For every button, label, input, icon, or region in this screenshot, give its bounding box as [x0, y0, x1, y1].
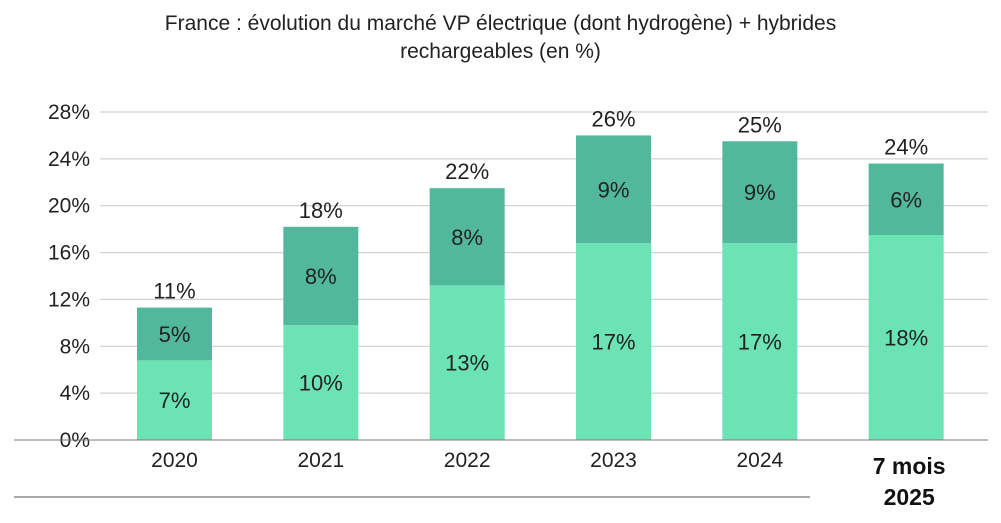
chart-title: France : évolution du marché VP électriq… [0, 10, 1001, 66]
bar-segment [722, 141, 798, 244]
bar-total-label: 26% [591, 106, 635, 131]
x-tick-label: 7 mois 2025 [873, 453, 946, 510]
bar-segment [137, 360, 212, 440]
segment-value-label: 6% [890, 187, 922, 212]
bar-total-label: 22% [445, 159, 489, 184]
x-tick-label: 2020 [151, 449, 198, 472]
segment-value-label: 13% [445, 351, 489, 376]
bars: 7% 5% 11% 10% 8% 18% 13% 8% 22% 17% 9% 26% 17% 9% 25% 1… [137, 106, 944, 440]
segment-value-label: 17% [591, 330, 635, 355]
bar-segment [576, 135, 651, 244]
y-tick-label: 12% [48, 288, 90, 311]
chart-title-line-2: rechargeables (en %) [400, 40, 601, 63]
segment-value-label: 5% [159, 322, 191, 347]
segment-value-label: 17% [738, 330, 782, 355]
bar-segment [429, 285, 505, 440]
gridlines [100, 111, 988, 394]
segment-value-label: 7% [159, 388, 191, 413]
y-tick-label: 20% [48, 195, 90, 218]
x-tick-label: 2024 [736, 449, 783, 472]
bar-segment [868, 163, 944, 235]
y-tick-label: 4% [60, 382, 90, 405]
bar-segment [429, 188, 505, 286]
bar-total-label: 11% [153, 279, 195, 304]
bar-total-label: 25% [738, 112, 782, 137]
segment-value-label: 9% [598, 177, 630, 202]
bar-total-label: 18% [299, 198, 343, 223]
segment-value-label: 8% [305, 264, 337, 289]
y-tick-label: 28% [48, 101, 90, 124]
bar-segment [137, 307, 212, 361]
y-tick-label: 16% [48, 242, 90, 265]
segment-value-label: 18% [884, 326, 928, 351]
segment-value-label: 9% [744, 180, 776, 205]
bar-segment [283, 325, 359, 440]
bar-segment [283, 226, 359, 326]
bar-total-label: 24% [884, 135, 928, 160]
bar-segment [576, 243, 651, 440]
bar-segment [868, 235, 944, 440]
segment-value-label: 10% [299, 371, 343, 396]
y-axis-ticks: 0%4%8%12%16%20%24%28% [48, 101, 90, 452]
y-tick-label: 24% [48, 148, 90, 171]
x-tick-label: 2022 [444, 449, 491, 472]
bar-segment [722, 243, 798, 440]
x-tick-label: 2023 [590, 449, 637, 472]
x-axis-labels: 2020 2021 2022 2023 2024 7 mois 2025 [151, 449, 945, 510]
x-tick-label: 2021 [297, 449, 344, 472]
segment-value-label: 8% [451, 225, 483, 250]
y-tick-label: 8% [60, 335, 90, 358]
chart-title-line-1: France : évolution du marché VP électriq… [164, 12, 837, 35]
